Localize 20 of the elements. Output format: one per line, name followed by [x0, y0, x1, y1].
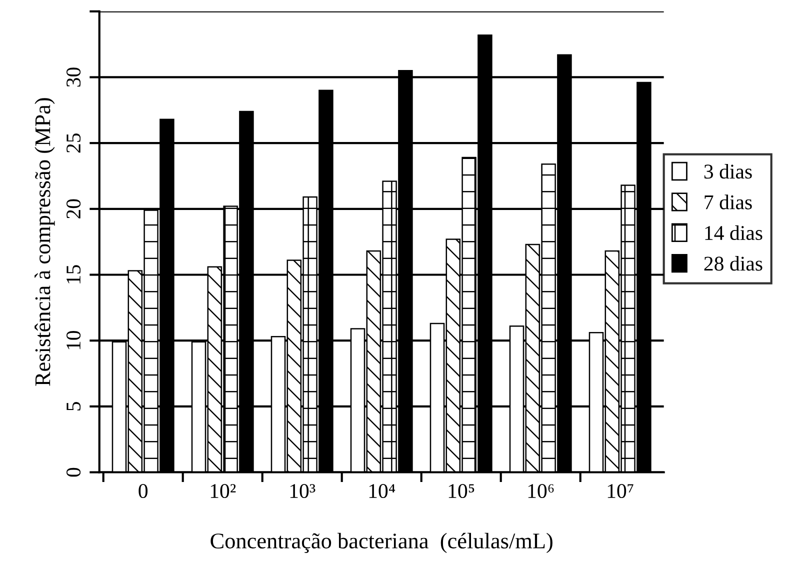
x-tick-label: 10⁷: [608, 484, 634, 498]
x-axis-title: Concentração bacteriana (células/mL): [210, 532, 552, 554]
y-tick-label: 30: [66, 68, 81, 87]
x-tick-label: 10⁶: [528, 484, 554, 498]
y-tick-label: 0: [66, 468, 81, 477]
y-tick-label: 15: [66, 265, 81, 284]
x-tick-label: 10³: [290, 484, 316, 498]
legend-label: 3 dias: [704, 164, 752, 179]
legend-label: 7 dias: [704, 194, 752, 210]
x-tick-label: 10⁵: [448, 484, 474, 498]
y-tick-label: 10: [66, 330, 81, 350]
y-tick-label: 25: [66, 133, 81, 153]
x-tick-label: 10²: [210, 484, 236, 498]
legend-label: 14 dias: [705, 225, 762, 240]
x-tick-label: 10⁴: [369, 484, 396, 498]
y-axis-title: Resistência à compressão (MPa): [34, 98, 55, 386]
x-tick-label: 0: [138, 484, 148, 498]
y-tick-label: 20: [66, 199, 81, 218]
y-tick-label: 5: [66, 402, 81, 410]
legend-label: 28 dias: [704, 256, 762, 271]
